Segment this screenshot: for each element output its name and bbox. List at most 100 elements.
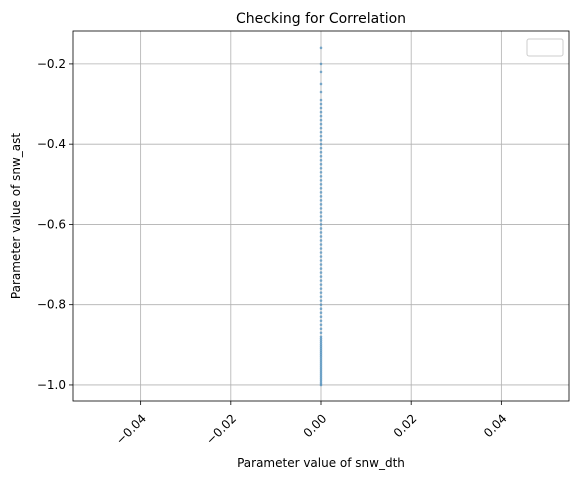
x-tick-label: −0.02 <box>203 411 239 447</box>
data-point <box>319 170 323 174</box>
data-point <box>319 367 323 371</box>
data-point <box>319 351 323 355</box>
data-point <box>319 337 323 341</box>
data-point <box>319 311 323 315</box>
x-tick-label: 0.04 <box>481 411 510 440</box>
data-point <box>319 106 323 110</box>
y-tick-label: −0.8 <box>37 298 66 312</box>
data-point <box>319 283 323 286</box>
x-axis-ticks: −0.04 −0.02 0.00 0.02 0.04 <box>113 401 510 447</box>
data-point <box>319 195 323 198</box>
data-point <box>319 303 323 306</box>
x-tick-label: −0.04 <box>113 411 149 447</box>
data-point <box>319 375 323 379</box>
data-point <box>319 349 323 353</box>
data-point <box>319 319 323 323</box>
data-point <box>319 174 323 178</box>
data-point <box>319 187 323 190</box>
data-point <box>319 323 323 327</box>
data-point <box>319 357 323 361</box>
data-point <box>319 82 323 86</box>
data-point <box>319 199 323 202</box>
y-tick-label: −1.0 <box>37 378 66 392</box>
x-tick-label: 0.02 <box>391 411 420 440</box>
data-point <box>319 239 323 242</box>
data-point <box>319 166 323 170</box>
data-point <box>319 373 323 377</box>
data-point <box>319 182 323 186</box>
data-point <box>319 146 323 150</box>
data-point <box>319 191 323 194</box>
data-point <box>319 263 323 266</box>
data-point <box>319 315 323 319</box>
data-point <box>319 138 323 142</box>
data-point <box>319 331 323 335</box>
data-point <box>319 134 323 138</box>
data-point <box>319 110 323 114</box>
data-point <box>319 295 323 298</box>
data-point <box>319 255 323 258</box>
data-point <box>319 227 323 230</box>
data-point <box>319 118 323 122</box>
data-point <box>319 361 323 365</box>
data-point <box>319 355 323 359</box>
data-point <box>319 122 323 126</box>
data-point <box>319 267 323 270</box>
data-point <box>319 154 323 158</box>
chart-title: Checking for Correlation <box>236 11 406 27</box>
data-point <box>319 90 323 94</box>
data-point <box>319 98 323 102</box>
x-axis-label: Parameter value of snw_dth <box>237 456 405 470</box>
data-point <box>319 271 323 274</box>
data-point <box>319 70 323 74</box>
data-point <box>319 335 323 339</box>
data-point <box>319 219 323 222</box>
data-point <box>319 339 323 343</box>
data-point <box>319 383 323 387</box>
data-point <box>319 379 323 383</box>
data-point <box>319 102 323 106</box>
data-point <box>319 207 323 210</box>
data-point <box>319 327 323 331</box>
data-point <box>319 215 323 218</box>
data-point <box>319 341 323 345</box>
data-point <box>319 62 323 66</box>
data-point <box>319 359 323 363</box>
data-point <box>319 279 323 282</box>
data-point <box>319 343 323 347</box>
data-point <box>319 231 323 234</box>
data-point <box>319 299 323 302</box>
data-point <box>319 353 323 357</box>
data-point <box>319 203 323 206</box>
data-point <box>319 345 323 349</box>
data-point <box>319 381 323 385</box>
data-point <box>319 307 323 311</box>
y-axis-label: Parameter value of snw_ast <box>9 133 23 299</box>
data-point <box>319 251 323 254</box>
data-point <box>319 178 323 182</box>
data-point <box>319 363 323 367</box>
y-tick-label: −0.6 <box>37 217 66 231</box>
data-point <box>319 291 323 294</box>
data-point <box>319 150 323 154</box>
y-axis-ticks: −1.0 −0.8 −0.6 −0.4 −0.2 <box>37 57 73 392</box>
y-tick-label: −0.4 <box>37 137 66 151</box>
data-point <box>319 347 323 351</box>
data-point <box>319 247 323 250</box>
data-point <box>319 142 323 146</box>
data-point <box>319 243 323 246</box>
data-point <box>319 275 323 278</box>
data-point <box>319 46 323 50</box>
y-tick-label: −0.2 <box>37 57 66 71</box>
data-point <box>319 365 323 369</box>
data-point <box>319 259 323 262</box>
data-point <box>319 371 323 375</box>
data-point <box>319 126 323 130</box>
data-point <box>319 114 323 118</box>
x-tick-label: 0.00 <box>301 411 330 440</box>
data-point <box>319 369 323 373</box>
legend-box <box>526 38 564 57</box>
data-point <box>319 158 323 162</box>
data-points <box>319 46 323 387</box>
